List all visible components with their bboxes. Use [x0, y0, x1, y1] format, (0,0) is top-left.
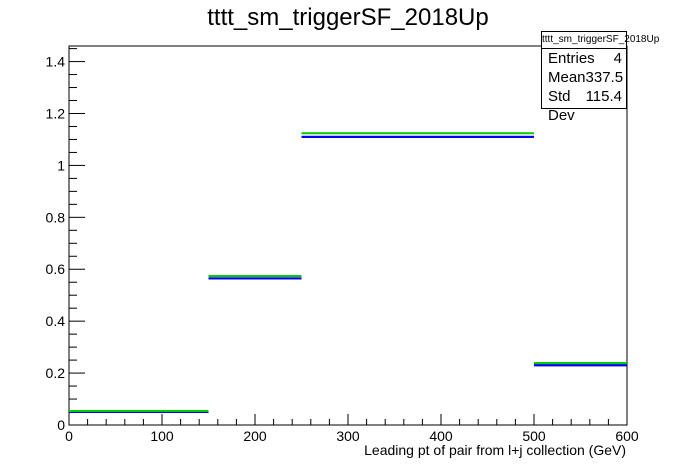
- y-tick-label: 0.4: [46, 313, 66, 329]
- y-tick-label: 1.2: [46, 105, 66, 121]
- stats-entries-value: 4: [613, 50, 622, 67]
- x-tick-label: 300: [336, 428, 360, 444]
- x-tick-label: 400: [429, 428, 453, 444]
- y-tick-label: 1.4: [46, 54, 66, 70]
- stats-std-row: Std Dev 115.4: [542, 87, 626, 125]
- x-tick-label: 0: [65, 428, 73, 444]
- stats-mean-row: Mean 337.5: [542, 68, 626, 87]
- y-tick-label: 0.8: [46, 209, 66, 225]
- stats-std-value: 115.4: [585, 88, 622, 105]
- y-tick-label: 0.6: [46, 261, 66, 277]
- x-axis-label: Leading pt of pair from l+j collection (…: [364, 442, 626, 458]
- stats-box: tttt_sm_triggerSF_2018Up Entries 4 Mean …: [541, 31, 659, 124]
- x-tick-label: 100: [150, 428, 174, 444]
- stats-entries-row: Entries 4: [542, 49, 626, 68]
- stats-box-name: tttt_sm_triggerSF_2018Up: [542, 32, 659, 49]
- x-tick-label: 200: [243, 428, 267, 444]
- x-tick-label: 500: [522, 428, 546, 444]
- y-tick-label: 0: [57, 417, 65, 433]
- x-tick-label: 600: [615, 428, 639, 444]
- stats-mean-value: 337.5: [585, 69, 624, 86]
- stats-entries-label: Entries: [548, 50, 595, 67]
- stats-mean-label: Mean: [548, 69, 586, 86]
- stats-std-label: Std Dev: [548, 88, 575, 124]
- y-tick-label: 1: [57, 157, 65, 173]
- y-tick-label: 0.2: [46, 365, 66, 381]
- chart-title: tttt_sm_triggerSF_2018Up: [207, 4, 489, 31]
